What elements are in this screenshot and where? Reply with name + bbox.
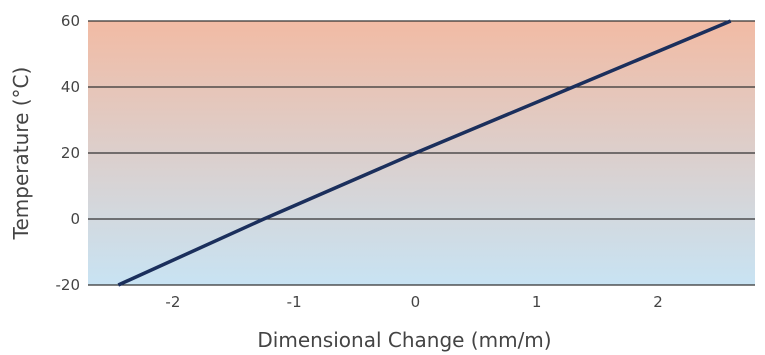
y-axis-ticks: -20 0 20 40 60 xyxy=(56,12,81,294)
series-line xyxy=(117,19,732,287)
y-tick-label: 20 xyxy=(61,144,80,162)
y-axis-title: Temperature (°C) xyxy=(9,67,33,241)
x-tick-label: 1 xyxy=(532,293,542,311)
grid-lines xyxy=(88,20,755,286)
x-tick-label: 2 xyxy=(653,293,663,311)
series-layer xyxy=(117,19,732,287)
y-tick-label: 40 xyxy=(61,78,80,96)
x-tick-label: 0 xyxy=(411,293,421,311)
y-tick-label: -20 xyxy=(56,276,81,294)
x-axis-title: Dimensional Change (mm/m) xyxy=(257,328,551,352)
x-tick-label: -2 xyxy=(165,293,180,311)
x-axis-ticks: -2 -1 0 1 2 xyxy=(165,293,662,311)
y-tick-label: 60 xyxy=(61,12,80,30)
y-tick-label: 0 xyxy=(70,210,80,228)
x-tick-label: -1 xyxy=(287,293,302,311)
